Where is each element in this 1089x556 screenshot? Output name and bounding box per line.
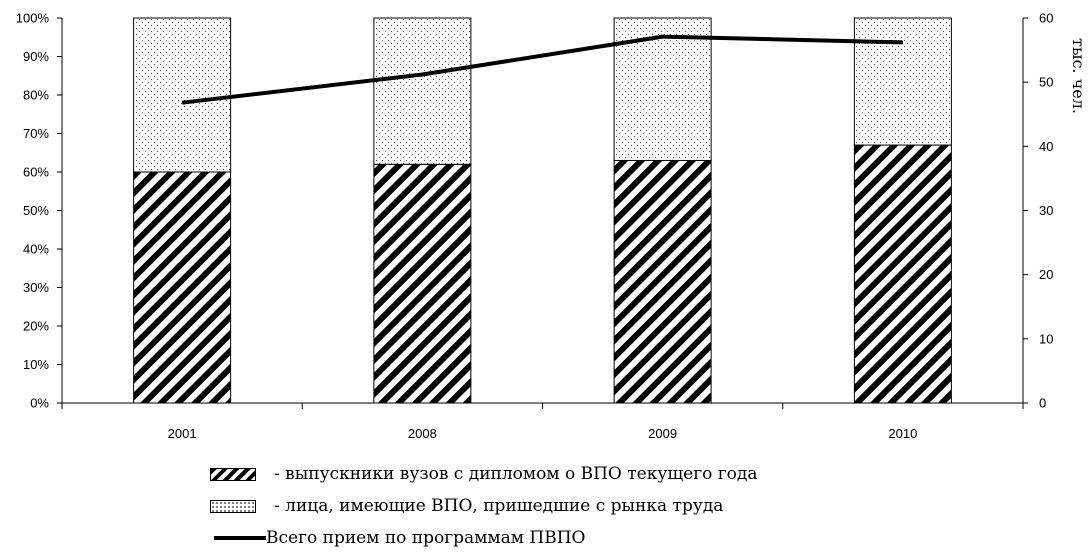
bar-graduates-2008 (373, 163, 472, 404)
bar-graduates-2001 (133, 171, 232, 404)
left-tick-label: 0% (30, 396, 49, 411)
left-tick-label: 50% (23, 203, 49, 218)
right-tick-label: 0 (1039, 396, 1046, 411)
legend: - выпускники вузов с дипломом о ВПО теку… (210, 458, 758, 554)
x-tick-label-2010: 2010 (888, 426, 917, 441)
x-tick-label-2001: 2001 (168, 426, 197, 441)
right-tick-label: 50 (1039, 75, 1053, 90)
total-admission-line (181, 34, 903, 105)
left-tick-label: 90% (23, 49, 49, 64)
legend-item-total: Всего прием по программам ПВПО (210, 522, 758, 554)
right-axis-label: тыс. чел. (1069, 38, 1088, 114)
right-tick-label: 20 (1039, 267, 1053, 282)
bar-graduates-2010 (853, 144, 952, 404)
left-tick-label: 10% (23, 357, 49, 372)
legend-swatch-line (214, 536, 266, 540)
legend-item-labor-market: - лица, имеющие ВПО, пришедшие с рынка т… (210, 490, 758, 522)
left-tick-label: 100% (16, 11, 50, 26)
bar-labor-market-2008 (373, 17, 472, 165)
x-tick-label-2009: 2009 (648, 426, 677, 441)
left-tick-label: 70% (23, 126, 49, 141)
left-tick-label: 40% (23, 242, 49, 257)
right-tick-label: 30 (1039, 203, 1053, 218)
left-tick-label: 30% (23, 280, 49, 295)
bar-labor-market-2001 (133, 17, 232, 173)
left-tick-label: 60% (23, 165, 49, 180)
x-tick-label-2008: 2008 (408, 426, 437, 441)
right-tick-label: 60 (1039, 11, 1053, 26)
legend-label-labor-market: - лица, имеющие ВПО, пришедшие с рынка т… (274, 496, 724, 516)
legend-swatch-dots (210, 499, 256, 513)
bar-graduates-2009 (613, 159, 712, 404)
legend-label-total: Всего прием по программам ПВПО (266, 528, 586, 548)
legend-swatch-hatch (210, 467, 256, 481)
legend-item-graduates: - выпускники вузов с дипломом о ВПО теку… (210, 458, 758, 490)
bar-labor-market-2010 (853, 17, 952, 146)
left-tick-label: 20% (23, 319, 49, 334)
right-tick-label: 40 (1039, 139, 1053, 154)
right-tick-label: 10 (1039, 331, 1053, 346)
legend-label-graduates: - выпускники вузов с дипломом о ВПО теку… (274, 464, 758, 484)
left-tick-label: 80% (23, 88, 49, 103)
